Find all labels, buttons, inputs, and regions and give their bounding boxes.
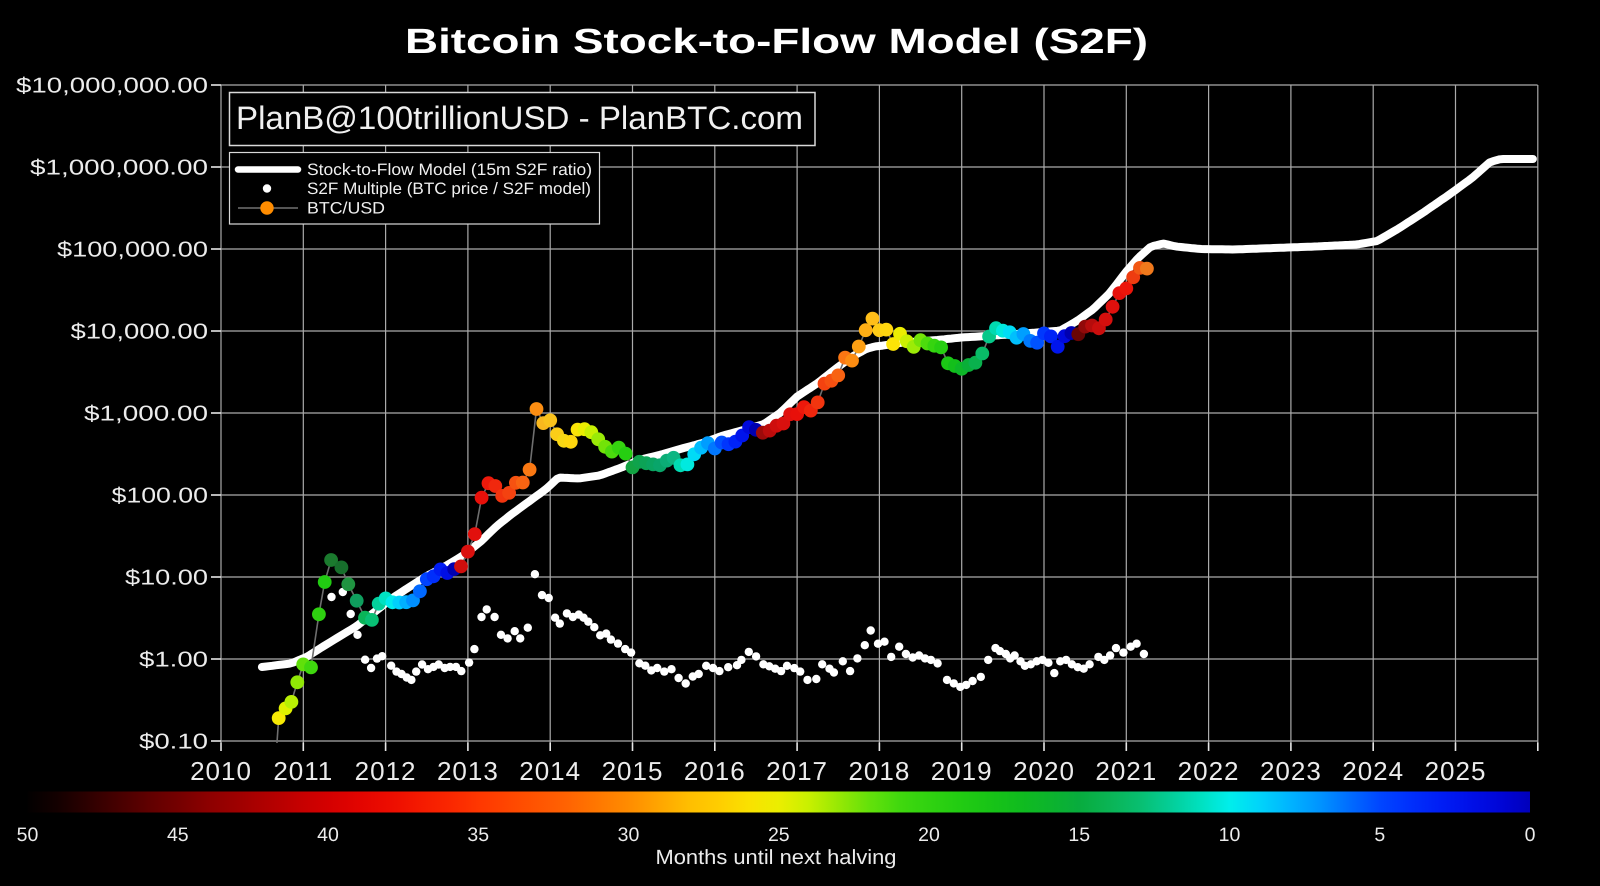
svg-text:$1,000,000.00: $1,000,000.00	[30, 156, 208, 180]
svg-text:2022: 2022	[1178, 756, 1240, 786]
svg-text:2024: 2024	[1342, 756, 1404, 786]
svg-text:2015: 2015	[602, 756, 664, 786]
svg-text:$1,000.00: $1,000.00	[84, 402, 208, 426]
svg-text:2021: 2021	[1095, 756, 1157, 786]
svg-text:10: 10	[1219, 824, 1241, 846]
svg-text:2014: 2014	[519, 756, 581, 786]
svg-text:2020: 2020	[1013, 756, 1075, 786]
svg-text:2010: 2010	[190, 756, 252, 786]
svg-text:5: 5	[1374, 824, 1385, 846]
svg-text:0: 0	[1525, 824, 1536, 846]
svg-text:Bitcoin Stock-to-Flow Model (S: Bitcoin Stock-to-Flow Model (S2F)	[405, 22, 1148, 61]
svg-text:2011: 2011	[273, 756, 333, 786]
svg-text:BTC/USD: BTC/USD	[307, 200, 385, 218]
svg-text:50: 50	[17, 824, 39, 846]
svg-text:20: 20	[918, 824, 940, 846]
svg-text:2017: 2017	[766, 756, 828, 786]
svg-text:PlanB@100trillionUSD - PlanBTC: PlanB@100trillionUSD - PlanBTC.com	[236, 100, 803, 136]
svg-text:2012: 2012	[355, 756, 417, 786]
svg-text:Stock-to-Flow Model (15m S2F r: Stock-to-Flow Model (15m S2F ratio)	[307, 161, 592, 179]
svg-text:S2F Multiple (BTC price / S2F: S2F Multiple (BTC price / S2F model)	[307, 180, 591, 198]
svg-text:2016: 2016	[684, 756, 746, 786]
svg-text:2025: 2025	[1425, 756, 1487, 786]
svg-text:$100,000.00: $100,000.00	[57, 238, 208, 262]
svg-text:$1.00: $1.00	[139, 648, 208, 672]
svg-text:30: 30	[618, 824, 640, 846]
svg-text:35: 35	[467, 824, 489, 846]
svg-text:45: 45	[167, 824, 189, 846]
svg-text:$10,000.00: $10,000.00	[71, 320, 209, 344]
svg-text:$10.00: $10.00	[125, 566, 208, 590]
svg-text:15: 15	[1068, 824, 1090, 846]
svg-text:40: 40	[317, 824, 339, 846]
svg-text:2023: 2023	[1260, 756, 1322, 786]
svg-text:$0.10: $0.10	[139, 730, 208, 754]
svg-text:Months until next halving: Months until next halving	[656, 846, 897, 869]
svg-text:2019: 2019	[931, 756, 993, 786]
svg-text:2018: 2018	[848, 756, 910, 786]
svg-text:2013: 2013	[437, 756, 499, 786]
svg-text:25: 25	[768, 824, 790, 846]
svg-text:$100.00: $100.00	[112, 484, 209, 508]
svg-text:$10,000,000.00: $10,000,000.00	[16, 74, 208, 98]
